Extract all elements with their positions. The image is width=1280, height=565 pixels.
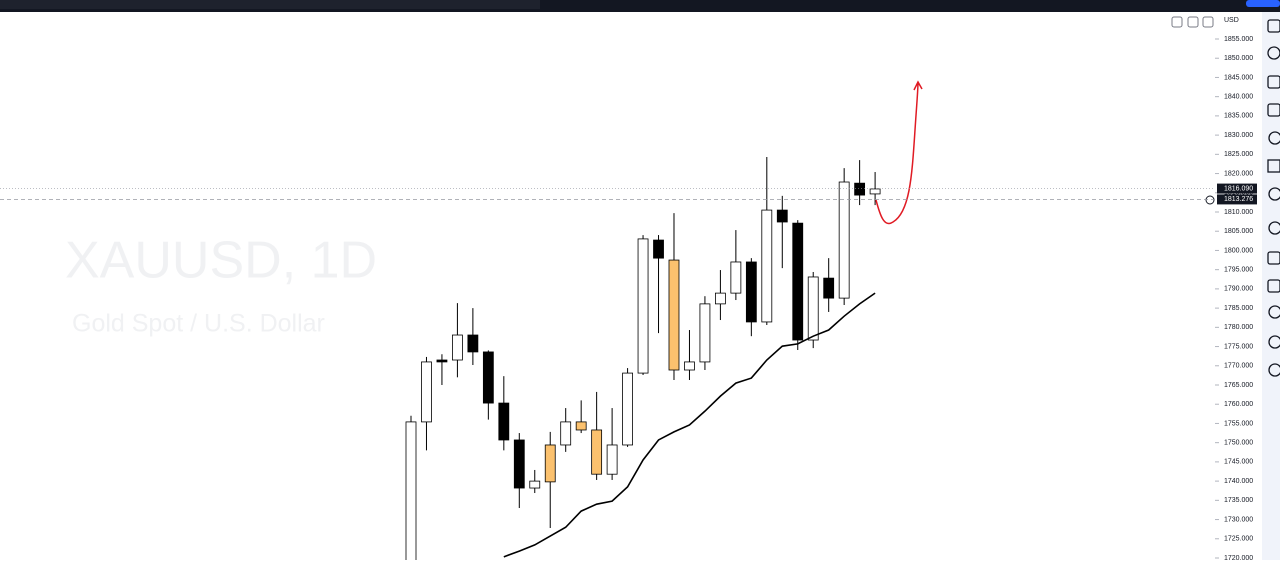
candle-body xyxy=(776,209,788,223)
plot-area xyxy=(405,157,881,560)
y-tick-label: 1850.000 xyxy=(1224,55,1253,62)
drawing-toolbar[interactable] xyxy=(0,0,540,9)
y-tick-label: 1825.000 xyxy=(1224,151,1253,158)
candle-body xyxy=(745,261,757,323)
y-tick-label: 1840.000 xyxy=(1224,94,1253,101)
y-tick-label: 1845.000 xyxy=(1224,74,1253,81)
candle-body xyxy=(529,480,541,489)
price-label-box xyxy=(1217,183,1257,194)
candle-body xyxy=(869,188,881,195)
y-tick-label: 1790.000 xyxy=(1224,286,1253,293)
y-tick-label: 1775.000 xyxy=(1224,343,1253,350)
y-tick-label: 1810.000 xyxy=(1224,209,1253,216)
y-tick-label: 1720.000 xyxy=(1224,555,1253,560)
y-tick-label: 1740.000 xyxy=(1224,478,1253,485)
y-tick-label: 1750.000 xyxy=(1224,440,1253,447)
y-tick-label: 1745.000 xyxy=(1224,459,1253,466)
candle-body xyxy=(637,238,649,374)
candle-body xyxy=(467,334,479,353)
candle-body xyxy=(699,303,711,363)
candle-body xyxy=(823,277,835,299)
candle-body xyxy=(482,351,494,404)
y-tick-label: 1785.000 xyxy=(1224,305,1253,312)
y-tick-label: 1725.000 xyxy=(1224,536,1253,543)
candle-body xyxy=(436,359,448,363)
chart-controls[interactable] xyxy=(1171,16,1214,28)
candle-body xyxy=(792,222,804,341)
price-label: 1816.090 xyxy=(1224,185,1253,192)
candle-body xyxy=(421,361,432,423)
y-tick-label: 1765.000 xyxy=(1224,382,1253,389)
y-tick-label: 1830.000 xyxy=(1224,132,1253,139)
y-tick-label: 1780.000 xyxy=(1224,324,1253,331)
y-tick-label: 1730.000 xyxy=(1224,516,1253,523)
candle-body xyxy=(544,444,556,483)
sidebar-icons[interactable] xyxy=(1267,19,1280,377)
candle-body xyxy=(653,239,664,259)
y-tick-label: 1770.000 xyxy=(1224,363,1253,370)
y-tick-label: 1800.000 xyxy=(1224,247,1253,254)
y-tick-label: 1760.000 xyxy=(1224,401,1253,408)
add-alert-button[interactable] xyxy=(1205,195,1215,205)
right-sidebar xyxy=(1262,12,1280,560)
candle-body xyxy=(668,259,680,371)
candle-body xyxy=(591,429,603,475)
publish-button[interactable] xyxy=(1246,0,1280,7)
candle-body xyxy=(730,261,742,294)
candle-body xyxy=(854,182,866,196)
candle-body xyxy=(684,361,695,371)
candle-body xyxy=(715,292,726,305)
y-tick-label: 1755.000 xyxy=(1224,420,1253,427)
candle-body xyxy=(575,421,587,431)
candle-body xyxy=(622,372,633,446)
price-label-box xyxy=(1217,194,1257,205)
candle-body xyxy=(498,402,510,441)
y-tick-label: 1805.000 xyxy=(1224,228,1253,235)
candle-body xyxy=(452,334,463,361)
y-tick-label: 1795.000 xyxy=(1224,267,1253,274)
candle-body xyxy=(560,421,572,446)
moving-average xyxy=(503,292,876,558)
candle-body xyxy=(405,421,417,560)
watermark-description: Gold Spot / U.S. Dollar xyxy=(72,310,325,338)
y-tick-label: 1820.000 xyxy=(1224,170,1253,177)
hand-drawn-arrow xyxy=(875,80,923,225)
candle-body xyxy=(807,276,819,341)
watermark-symbol: XAUUSD, 1D xyxy=(65,232,377,290)
candle-body xyxy=(606,444,618,475)
price-label: 1813.276 xyxy=(1224,196,1253,203)
candle-body xyxy=(513,439,525,489)
candle-body xyxy=(761,209,773,323)
y-tick-label: 1835.000 xyxy=(1224,113,1253,120)
y-tick-label: 1735.000 xyxy=(1224,497,1253,504)
candle-body xyxy=(838,181,850,299)
y-tick-label: 1855.000 xyxy=(1224,36,1253,43)
currency-label[interactable]: USD xyxy=(1224,17,1239,24)
